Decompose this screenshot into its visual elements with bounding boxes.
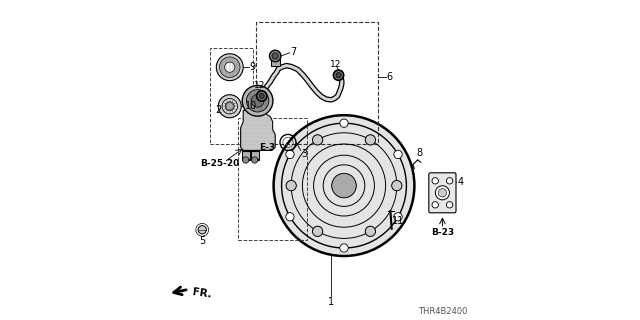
Text: 9: 9 <box>250 62 256 72</box>
Text: 4: 4 <box>457 177 463 187</box>
Circle shape <box>394 213 402 221</box>
Circle shape <box>216 54 243 81</box>
Text: 7: 7 <box>291 47 297 57</box>
Bar <box>251 150 259 160</box>
Circle shape <box>365 135 376 145</box>
Bar <box>256 22 378 144</box>
Text: 12: 12 <box>253 81 265 90</box>
Circle shape <box>286 150 294 159</box>
Circle shape <box>340 119 348 127</box>
Circle shape <box>432 178 438 184</box>
Circle shape <box>392 180 402 191</box>
Bar <box>210 48 253 144</box>
Circle shape <box>332 173 356 198</box>
Bar <box>242 150 250 160</box>
Circle shape <box>447 202 453 208</box>
Text: 11: 11 <box>392 216 404 226</box>
Circle shape <box>225 62 235 72</box>
Text: FR.: FR. <box>192 287 212 300</box>
Text: THR4B2400: THR4B2400 <box>418 307 467 316</box>
Text: B-25-20: B-25-20 <box>200 159 239 168</box>
Circle shape <box>286 180 296 191</box>
Circle shape <box>336 73 341 78</box>
Circle shape <box>432 202 438 208</box>
Text: 5: 5 <box>199 236 205 246</box>
Text: 1: 1 <box>328 297 334 308</box>
Circle shape <box>257 91 267 101</box>
Circle shape <box>269 50 281 62</box>
Circle shape <box>225 102 234 111</box>
Text: 6: 6 <box>387 72 393 82</box>
Text: B-23: B-23 <box>431 228 454 237</box>
Circle shape <box>246 90 269 112</box>
Text: 12: 12 <box>330 60 342 69</box>
Circle shape <box>252 94 264 107</box>
Circle shape <box>220 57 240 77</box>
Circle shape <box>365 226 376 236</box>
Circle shape <box>340 244 348 252</box>
Circle shape <box>218 95 241 118</box>
Circle shape <box>198 226 206 234</box>
Polygon shape <box>241 110 275 150</box>
Circle shape <box>435 186 449 200</box>
Text: 3: 3 <box>301 148 308 159</box>
Text: 2: 2 <box>215 105 221 116</box>
Circle shape <box>252 157 258 163</box>
Circle shape <box>438 188 447 197</box>
Circle shape <box>274 115 415 256</box>
Circle shape <box>312 226 323 236</box>
Text: E-3: E-3 <box>259 143 275 152</box>
Bar <box>271 58 280 66</box>
FancyBboxPatch shape <box>429 173 456 213</box>
Circle shape <box>243 157 249 163</box>
Circle shape <box>259 93 264 99</box>
Bar <box>239 118 307 240</box>
Text: 10: 10 <box>245 101 258 111</box>
Circle shape <box>272 53 278 59</box>
Circle shape <box>286 213 294 221</box>
Circle shape <box>222 99 237 114</box>
Circle shape <box>243 85 273 116</box>
Text: 8: 8 <box>416 148 422 158</box>
Circle shape <box>312 135 323 145</box>
Circle shape <box>447 178 453 184</box>
Circle shape <box>333 70 344 80</box>
Circle shape <box>394 150 402 159</box>
